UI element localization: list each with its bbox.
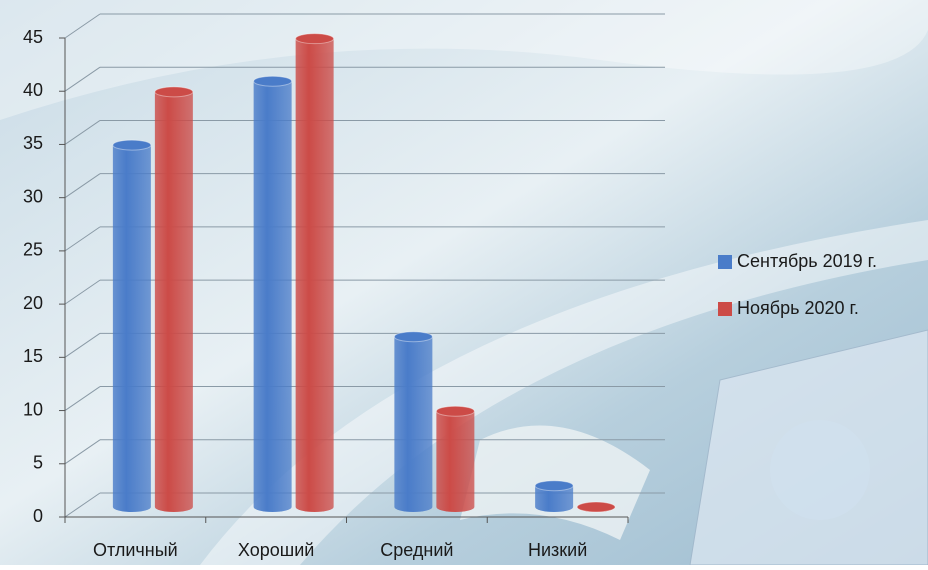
y-tick-label: 35: [23, 133, 43, 153]
bar-top: [577, 502, 615, 512]
legend-swatch: [718, 255, 732, 269]
bar-top: [155, 87, 193, 97]
bar-top: [254, 76, 292, 86]
bar: [436, 411, 474, 512]
x-tick-label: Средний: [380, 540, 453, 560]
y-tick-label: 15: [23, 346, 43, 366]
bar: [155, 92, 193, 512]
bar: [394, 337, 432, 512]
y-tick-label: 20: [23, 293, 43, 313]
bar-top: [113, 140, 151, 150]
bar-top: [535, 481, 573, 491]
bar: [254, 81, 292, 512]
y-tick-label: 40: [23, 80, 43, 100]
x-tick-label: Отличный: [93, 540, 178, 560]
x-tick-label: Низкий: [528, 540, 587, 560]
y-tick-label: 5: [33, 453, 43, 473]
bar: [113, 145, 151, 512]
bar: [296, 39, 334, 512]
legend-label: Сентябрь 2019 г.: [737, 251, 877, 271]
chart: 0 5 10 15 20 25 30 35 40 45 Отличный Хороший Средний…: [0, 0, 928, 565]
x-tick-label: Хороший: [238, 540, 314, 560]
globe-decor: [770, 420, 870, 520]
legend-swatch: [718, 302, 732, 316]
legend-label: Ноябрь 2020 г.: [737, 298, 859, 318]
y-tick-label: 25: [23, 240, 43, 260]
y-tick-label: 10: [23, 399, 43, 419]
y-tick-label: 45: [23, 27, 43, 47]
bar-top: [296, 34, 334, 44]
bar-top: [394, 332, 432, 342]
bar-top: [436, 406, 474, 416]
y-tick-label: 30: [23, 186, 43, 206]
y-tick-label: 0: [33, 506, 43, 526]
